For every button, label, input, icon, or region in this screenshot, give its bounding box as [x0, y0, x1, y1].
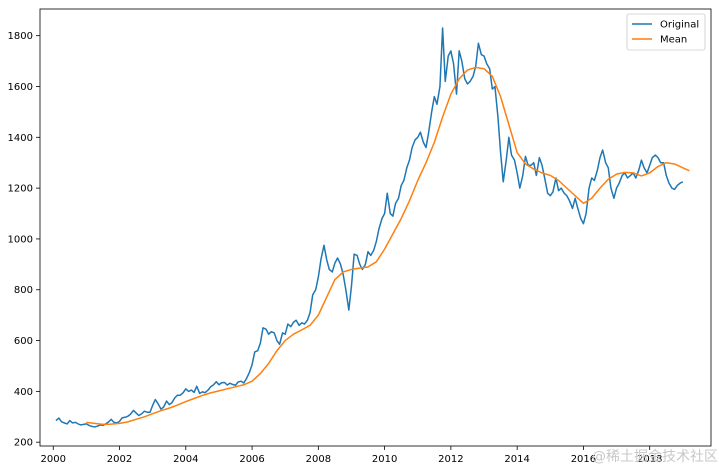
x-tick-label: 2016	[571, 454, 596, 465]
y-tick-label: 200	[14, 438, 33, 449]
y-tick-label: 1000	[8, 234, 33, 245]
legend-box	[626, 13, 706, 51]
y-tick-label: 1400	[8, 133, 33, 144]
x-tick-label: 2002	[107, 454, 132, 465]
y-tick-label: 800	[14, 285, 33, 296]
y-tick-label: 400	[14, 387, 33, 398]
axes-frame	[39, 8, 712, 447]
x-tick-label: 2006	[239, 454, 264, 465]
x-tick-label: 2010	[372, 454, 397, 465]
legend: Original Mean	[626, 13, 706, 51]
legend-label-original: Original	[660, 20, 699, 31]
y-tick-label: 600	[14, 336, 33, 347]
series-line-mean	[86, 66, 690, 426]
x-tick-label: 2018	[637, 454, 662, 465]
series-layer	[55, 27, 690, 428]
series-line-original	[55, 27, 684, 428]
y-tick-label: 1800	[8, 31, 33, 42]
legend-label-mean: Mean	[660, 35, 687, 46]
y-tick-label: 1200	[8, 184, 33, 195]
plot-area	[39, 8, 712, 447]
x-tick-label: 2000	[41, 454, 66, 465]
x-tick-label: 2008	[306, 454, 331, 465]
x-tick-label: 2012	[438, 454, 463, 465]
y-axis: 200 400 600 800 1000 1200 1400 1600 1800	[8, 31, 40, 449]
watermark-text: @稀土掘金技术社区	[592, 449, 718, 465]
y-tick-label: 1600	[8, 82, 33, 93]
x-tick-label: 2014	[504, 454, 529, 465]
x-axis: 2000 2002 2004 2006 2008 2010 2012 2014 2016 2018	[41, 446, 662, 465]
x-tick-label: 2004	[173, 454, 198, 465]
